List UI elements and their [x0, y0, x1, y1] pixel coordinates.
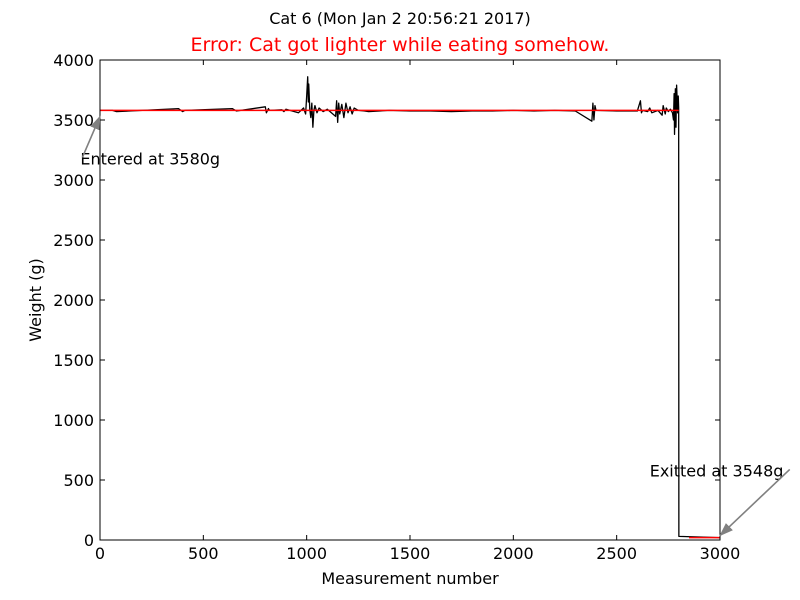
plot-frame	[99, 59, 721, 541]
x-tick-label: 3000	[700, 544, 741, 563]
y-tick-label: 500	[63, 471, 94, 490]
y-axis-label: Weight (g)	[26, 258, 45, 341]
y-tick-label: 2000	[53, 291, 94, 310]
y-tick-label: 1000	[53, 411, 94, 430]
exitted-annotation-arrow	[719, 468, 791, 537]
series-layer	[100, 76, 721, 539]
y-tick-label: 1500	[53, 351, 94, 370]
tick-layer: 0 500 1000 1500 2000 2500 3000 0 500 1000 1500 2000…	[53, 51, 740, 563]
y-tick-label: 3500	[53, 111, 94, 130]
y-tick-label: 3000	[53, 171, 94, 190]
x-tick-label: 0	[95, 544, 105, 563]
y-tick-label: 4000	[53, 51, 94, 70]
x-tick-label: 1500	[390, 544, 431, 563]
annotation-layer: Entered at 3580g Exitted at 3548g	[80, 115, 791, 537]
y-tick-label: 0	[84, 531, 94, 550]
y-tick-label: 2500	[53, 231, 94, 250]
error-subtitle: Error: Cat got lighter while eating some…	[190, 34, 610, 56]
exitted-annotation-label: Exitted at 3548g	[650, 461, 784, 480]
x-axis-label: Measurement number	[321, 569, 499, 588]
entered-annotation-arrow	[81, 115, 101, 158]
chart-title: Cat 6 (Mon Jan 2 20:56:21 2017)	[269, 9, 531, 28]
entered-annotation-label: Entered at 3580g	[80, 149, 220, 168]
x-tick-label: 1000	[286, 544, 327, 563]
x-tick-label: 500	[188, 544, 219, 563]
x-tick-label: 2000	[493, 544, 534, 563]
x-tick-label: 2500	[596, 544, 637, 563]
series-line-1	[100, 76, 721, 539]
